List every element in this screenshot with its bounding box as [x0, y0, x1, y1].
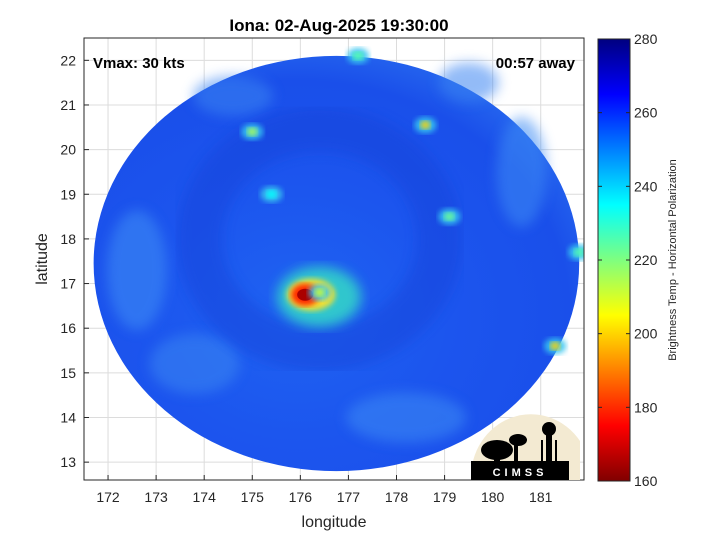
- chart-title: Iona: 02-Aug-2025 19:30:00: [229, 16, 448, 35]
- features-layer: [241, 47, 584, 355]
- y-tick-label: 22: [60, 52, 76, 68]
- x-tick-label: 181: [529, 489, 553, 505]
- heatmap-feature: [260, 186, 283, 203]
- heatmap-feature: [308, 284, 331, 301]
- cimss-logo: CIMSS: [470, 414, 580, 480]
- y-ticks: 13 14 15 16 17 18 19 20 21 22: [60, 52, 89, 470]
- y-tick-label: 16: [60, 320, 76, 336]
- heatmap-feature: [438, 208, 461, 225]
- y-tick-label: 19: [60, 186, 76, 202]
- heatmap-feature: [544, 338, 567, 355]
- logo-text: CIMSS: [493, 467, 548, 479]
- colorbar-ticks: 160 180 200 220 240 260 280: [598, 31, 658, 489]
- colorbar: [597, 38, 631, 482]
- x-tick-label: 176: [289, 489, 313, 505]
- x-tick-label: 172: [96, 489, 120, 505]
- axes-frame: [83, 37, 585, 481]
- colorbar-tick-label: 260: [634, 105, 658, 121]
- swath-texture: [106, 62, 547, 443]
- y-tick-label: 14: [60, 409, 76, 425]
- y-tick-label: 21: [60, 97, 76, 113]
- y-axis-label: latitude: [34, 233, 51, 285]
- colorbar-tick-label: 240: [634, 178, 658, 194]
- x-tick-label: 174: [193, 489, 217, 505]
- heatmap-feature: [568, 244, 584, 261]
- y-tick-label: 17: [60, 276, 76, 292]
- x-tick-label: 177: [337, 489, 361, 505]
- colorbar-tick-label: 180: [634, 399, 658, 415]
- colorbar-tick-label: 220: [634, 252, 658, 268]
- x-tick-label: 178: [385, 489, 409, 505]
- y-tick-label: 13: [60, 454, 76, 470]
- heatmap-feature: [414, 117, 437, 134]
- x-ticks: 172 173 174 175 176 177 178 179 180 181: [96, 475, 553, 505]
- colorbar-tick-label: 200: [634, 326, 658, 342]
- vmax-annotation: Vmax: 30 kts: [93, 55, 185, 72]
- colorbar-tick-label: 280: [634, 31, 658, 47]
- x-tick-label: 179: [433, 489, 457, 505]
- x-axis-label: longitude: [302, 514, 367, 531]
- colorbar-tick-label: 160: [634, 473, 658, 489]
- x-tick-label: 175: [241, 489, 265, 505]
- heatmap-feature: [241, 123, 264, 140]
- y-tick-label: 20: [60, 142, 76, 158]
- colorbar-label: Brightness Temp - Horizontal Polarizatio…: [667, 159, 679, 361]
- y-tick-label: 15: [60, 365, 76, 381]
- time-away-annotation: 00:57 away: [496, 55, 576, 72]
- y-tick-label: 18: [60, 231, 76, 247]
- x-tick-label: 173: [144, 489, 168, 505]
- heatmap-feature: [347, 47, 370, 64]
- x-tick-label: 180: [481, 489, 505, 505]
- heatmap-layer: [93, 47, 584, 472]
